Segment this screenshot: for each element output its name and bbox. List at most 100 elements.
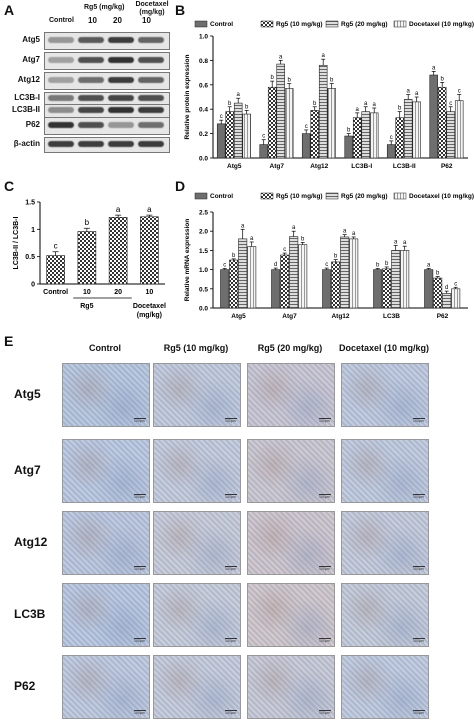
bar (433, 277, 443, 309)
y-tick-label: 1.0 (199, 267, 208, 274)
significance-letter: b (385, 261, 389, 267)
bar (331, 261, 341, 309)
x-tick-label: Atg7 (270, 163, 285, 170)
bar (216, 123, 226, 159)
ihc-image-tile (62, 439, 150, 503)
blot-band (108, 77, 134, 83)
significance-letter: a (407, 89, 411, 95)
scale-bar-label: 100μm (413, 419, 424, 423)
blot-band (78, 95, 104, 101)
significance-letter: c (54, 242, 58, 251)
significance-letter: b (301, 236, 305, 242)
bar (298, 244, 308, 309)
blot-band (48, 141, 74, 147)
legend-swatch (325, 192, 339, 200)
docetaxel-dose-header: Docetaxel (mg/kg) (135, 1, 169, 16)
bar (446, 111, 455, 159)
y-axis-label: LC3B-II / LC3B-I (13, 217, 20, 270)
panel-label-b: B (175, 2, 186, 18)
blot-band (78, 37, 104, 43)
significance-letter: a (241, 223, 245, 229)
scale-bar-label: 100μm (134, 419, 145, 423)
ihc-column-header: Docetaxel (10 mg/kg) (338, 343, 430, 353)
bar (322, 269, 332, 309)
panel-label-c: C (4, 178, 15, 194)
y-tick-label: 2.5 (199, 210, 208, 217)
legend-swatch (393, 192, 407, 200)
scale-bar-label: 100μm (319, 639, 330, 643)
ihc-image-tile (153, 511, 241, 575)
bar (382, 268, 392, 309)
ihc-column-header: Rg5 (20 mg/kg) (257, 343, 323, 353)
x-tick-label: Atg7 (282, 313, 297, 320)
legend-label: Control (210, 21, 233, 28)
blot-row-label: P62 (25, 120, 40, 129)
scale-bar (319, 638, 331, 639)
significance-letter: b (347, 128, 351, 134)
y-tick-label: 1.5 (199, 248, 208, 255)
significance-letter: b (313, 101, 317, 107)
scale-bar-label: 100μm (413, 495, 424, 499)
ihc-image-tile (153, 439, 241, 503)
x-tick-label: P62 (441, 163, 453, 170)
significance-letter: c (223, 262, 226, 268)
y-tick-label: 0.8 (199, 58, 208, 65)
group-label-rg5: Rg5 (80, 303, 93, 310)
y-tick-label: 0.5 (199, 286, 208, 293)
blot-row-label: Atg7 (22, 55, 40, 64)
y-tick-label: 0.2 (199, 131, 208, 138)
x-tick-label: 10 (83, 289, 91, 296)
ihc-image-tile (62, 583, 150, 647)
blot-membrane-strip (44, 117, 170, 135)
scale-bar (319, 494, 331, 495)
scale-bar (413, 494, 425, 495)
x-tick-label: Atg5 (227, 163, 242, 170)
significance-letter: a (356, 107, 360, 113)
bar (77, 231, 97, 285)
y-axis-label: Relative mRNA expression (184, 219, 191, 302)
blot-band (78, 77, 104, 83)
scale-bar (319, 418, 331, 419)
significance-letter: c (283, 247, 286, 253)
blot-band (138, 107, 164, 113)
blot-band (138, 37, 164, 43)
blot-band (108, 122, 134, 128)
bar (225, 111, 234, 159)
significance-letter: b (330, 78, 334, 84)
bar (391, 250, 401, 309)
bar (344, 135, 353, 159)
y-tick-label: 0.4 (199, 107, 208, 114)
ihc-row-label: Atg7 (14, 463, 41, 477)
significance-letter: b (436, 271, 440, 277)
legend-label: Rg5 (10 mg/kg) (276, 193, 323, 200)
ihc-image-tile (341, 511, 429, 575)
ihc-row-label: Atg12 (14, 535, 48, 549)
bar (247, 246, 257, 309)
significance-letter: a (432, 65, 436, 71)
scale-bar (413, 638, 425, 639)
scale-bar (413, 566, 425, 567)
ihc-image-tile (247, 511, 335, 575)
bar (289, 236, 299, 309)
significance-letter: a (364, 101, 368, 107)
scale-bar-label: 100μm (225, 639, 236, 643)
blot-band (138, 77, 164, 83)
ihc-image-tile (341, 655, 429, 719)
significance-letter: b (398, 106, 402, 112)
bar (412, 101, 421, 159)
bar (442, 293, 452, 309)
western-blot-panel: Rg5 (mg/kg) Docetaxel (mg/kg) Control 10… (0, 0, 170, 160)
legend-swatch (194, 192, 208, 200)
scale-bar (413, 418, 425, 419)
ihc-column-header: Rg5 (10 mg/kg) (163, 343, 229, 353)
y-tick-label: 1.5 (25, 200, 35, 207)
blot-band (48, 77, 74, 83)
ihc-image-tile (341, 439, 429, 503)
legend-label: Control (210, 193, 233, 200)
bar (318, 64, 328, 159)
legend-swatch (194, 20, 208, 28)
scale-bar-label: 100μm (413, 639, 424, 643)
bar (369, 112, 379, 159)
blot-band (108, 141, 134, 147)
significance-letter: a (322, 53, 326, 59)
